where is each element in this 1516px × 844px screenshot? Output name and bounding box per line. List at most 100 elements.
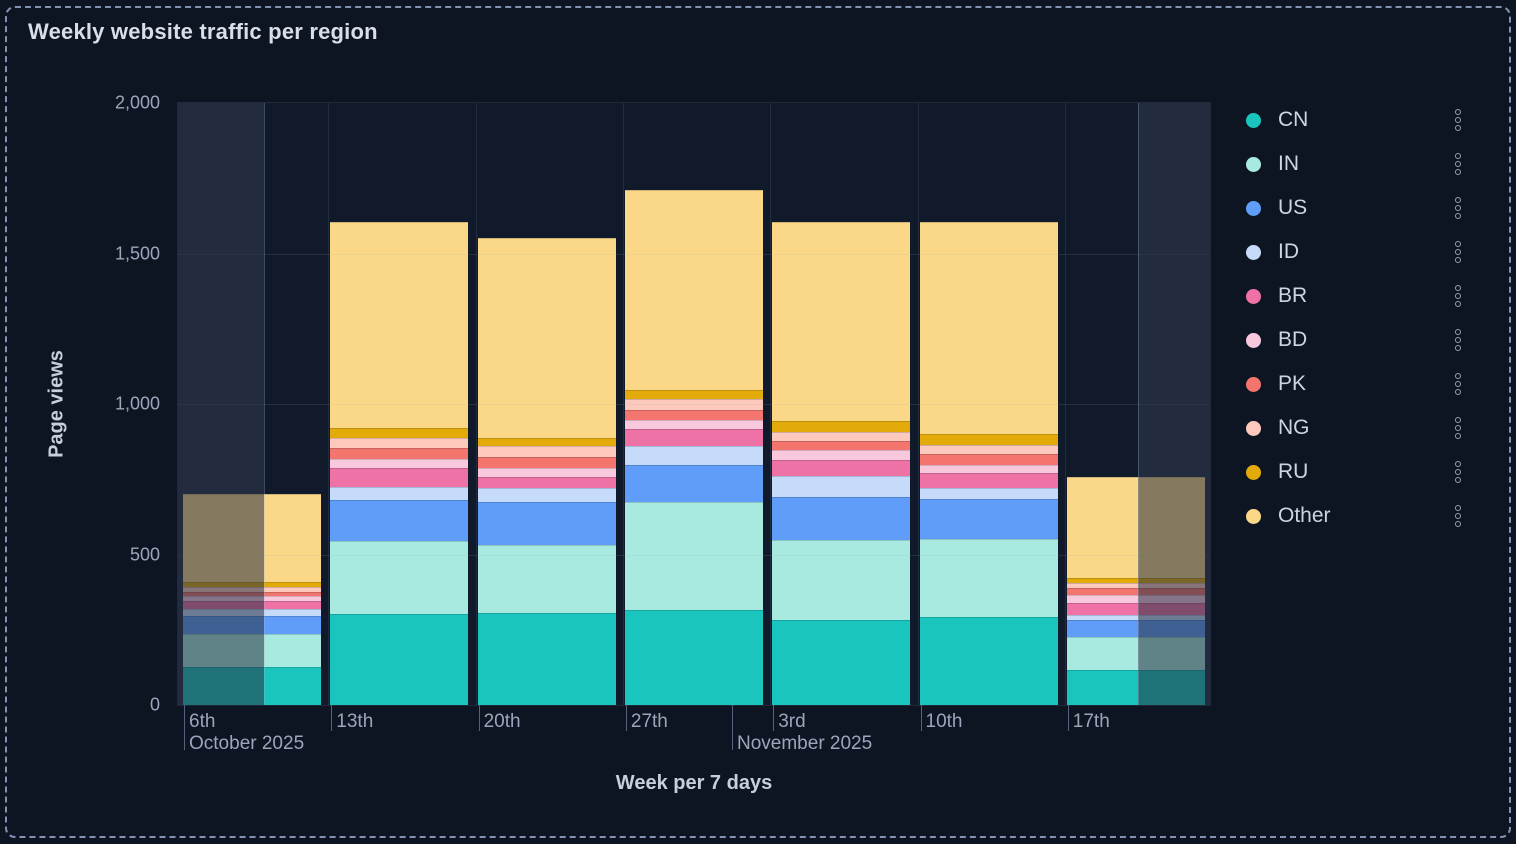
column-separator (328, 103, 330, 705)
bar-segment-BD-17th[interactable] (1066, 595, 1205, 604)
bar-segment-US-13th[interactable] (330, 500, 469, 541)
bar-segment-IN-20th[interactable] (477, 545, 616, 614)
bar-segment-Other-20th[interactable] (477, 237, 616, 439)
legend-swatch-BD (1246, 332, 1261, 348)
bar-segment-US-3rd[interactable] (772, 496, 911, 541)
bar-segment-CN-10th[interactable] (919, 617, 1058, 705)
bar-segment-IN-10th[interactable] (919, 538, 1058, 618)
bar-segment-PK-27th[interactable] (624, 410, 763, 420)
bar-segment-BD-13th[interactable] (330, 459, 469, 469)
bar-segment-PK-17th[interactable] (1066, 587, 1205, 596)
bar-segment-ID-27th[interactable] (624, 445, 763, 465)
legend-swatch-US (1246, 200, 1261, 216)
legend-item-BD[interactable]: BD (1240, 318, 1480, 362)
bar-segment-BD-20th[interactable] (477, 468, 616, 477)
kebab-vertical-icon[interactable] (1452, 106, 1464, 134)
legend-item-NG[interactable]: NG (1240, 406, 1480, 450)
bar-segment-PK-3rd[interactable] (772, 440, 911, 451)
bar-segment-NG-17th[interactable] (1066, 583, 1205, 588)
bar-segment-BR-20th[interactable] (477, 476, 616, 489)
legend-item-US[interactable]: US (1240, 186, 1480, 230)
bar-segment-CN-13th[interactable] (330, 614, 469, 705)
x-tick-mark (625, 705, 627, 731)
bar-segment-BR-13th[interactable] (330, 468, 469, 487)
bar-segment-US-27th[interactable] (624, 464, 763, 502)
bar-segment-BD-27th[interactable] (624, 419, 763, 429)
bar-segment-ID-3rd[interactable] (772, 475, 911, 497)
x-tick-mark (1067, 705, 1069, 731)
bar-segment-NG-10th[interactable] (919, 444, 1058, 454)
bar-segment-ID-17th[interactable] (1066, 614, 1205, 621)
bar-segment-BR-10th[interactable] (919, 472, 1058, 489)
out-of-range-dim-overlay (1138, 103, 1210, 705)
bar-segment-IN-3rd[interactable] (772, 540, 911, 621)
bar-segment-US-10th[interactable] (919, 499, 1058, 539)
gridline-1500 (178, 253, 1210, 255)
bar-segment-ID-10th[interactable] (919, 488, 1058, 500)
legend-label: NG (1278, 416, 1310, 439)
bar-segment-CN-27th[interactable] (624, 609, 763, 705)
bar-segment-Other-13th[interactable] (330, 221, 469, 429)
bar-segment-Other-3rd[interactable] (772, 221, 911, 421)
bar-segment-ID-20th[interactable] (477, 488, 616, 503)
bar-segment-BD-3rd[interactable] (772, 450, 911, 460)
bar-segment-US-20th[interactable] (477, 502, 616, 546)
bar-segment-PK-10th[interactable] (919, 453, 1058, 465)
column-separator (475, 103, 477, 705)
kebab-vertical-icon[interactable] (1452, 502, 1464, 530)
bar-segment-BR-17th[interactable] (1066, 603, 1205, 615)
kebab-vertical-icon[interactable] (1452, 458, 1464, 486)
legend-label: ID (1278, 240, 1299, 263)
bar-segment-Other-10th[interactable] (919, 221, 1058, 434)
y-tick-label: 2,000 (114, 92, 160, 113)
bar-segment-RU-3rd[interactable] (772, 420, 911, 432)
bar-segment-BR-3rd[interactable] (772, 460, 911, 476)
legend-item-RU[interactable]: RU (1240, 450, 1480, 494)
legend-label: Other (1278, 504, 1331, 527)
legend-item-BR[interactable]: BR (1240, 274, 1480, 318)
bar-segment-PK-13th[interactable] (330, 447, 469, 460)
bar-segment-BD-10th[interactable] (919, 464, 1058, 473)
legend-swatch-BR (1246, 288, 1261, 304)
kebab-vertical-icon[interactable] (1452, 326, 1464, 354)
legend-label: BD (1278, 328, 1308, 351)
bar-segment-PK-20th[interactable] (477, 457, 616, 469)
kebab-vertical-icon[interactable] (1452, 282, 1464, 310)
legend-item-ID[interactable]: ID (1240, 230, 1480, 274)
legend-label: RU (1278, 460, 1309, 483)
bar-segment-NG-13th[interactable] (330, 438, 469, 448)
bar-segment-RU-17th[interactable] (1066, 577, 1205, 584)
kebab-vertical-icon[interactable] (1452, 238, 1464, 266)
x-tick-label: 17th (1072, 711, 1110, 732)
kebab-vertical-icon[interactable] (1452, 370, 1464, 398)
bar-segment-BR-27th[interactable] (624, 429, 763, 446)
legend-swatch-PK (1246, 376, 1261, 392)
y-tick-label: 0 (149, 694, 160, 715)
bar-segment-NG-3rd[interactable] (772, 431, 911, 441)
bar-segment-RU-27th[interactable] (624, 390, 763, 399)
bar-segment-RU-10th[interactable] (919, 433, 1058, 445)
kebab-vertical-icon[interactable] (1452, 414, 1464, 442)
bar-segment-RU-13th[interactable] (330, 428, 469, 439)
legend-item-CN[interactable]: CN (1240, 98, 1480, 142)
bar-segment-CN-3rd[interactable] (772, 620, 911, 705)
legend-label: PK (1278, 372, 1307, 395)
legend-item-Other[interactable]: Other (1240, 494, 1480, 538)
bar-segment-Other-27th[interactable] (624, 190, 763, 391)
bar-segment-ID-13th[interactable] (330, 486, 469, 501)
bar-segment-IN-27th[interactable] (624, 501, 763, 610)
bar-segment-NG-27th[interactable] (624, 398, 763, 411)
y-tick-label: 1,000 (114, 393, 160, 414)
legend-label: IN (1278, 152, 1299, 175)
legend-item-IN[interactable]: IN (1240, 142, 1480, 186)
legend-item-PK[interactable]: PK (1240, 362, 1480, 406)
bar-segment-RU-20th[interactable] (477, 438, 616, 447)
bar-segment-IN-13th[interactable] (330, 540, 469, 615)
column-separator (770, 103, 772, 705)
bar-segment-CN-20th[interactable] (477, 613, 616, 705)
column-separator (622, 103, 624, 705)
kebab-vertical-icon[interactable] (1452, 150, 1464, 178)
kebab-vertical-icon[interactable] (1452, 194, 1464, 222)
x-tick-label: 13th (336, 711, 374, 732)
bar-segment-NG-20th[interactable] (477, 446, 616, 457)
